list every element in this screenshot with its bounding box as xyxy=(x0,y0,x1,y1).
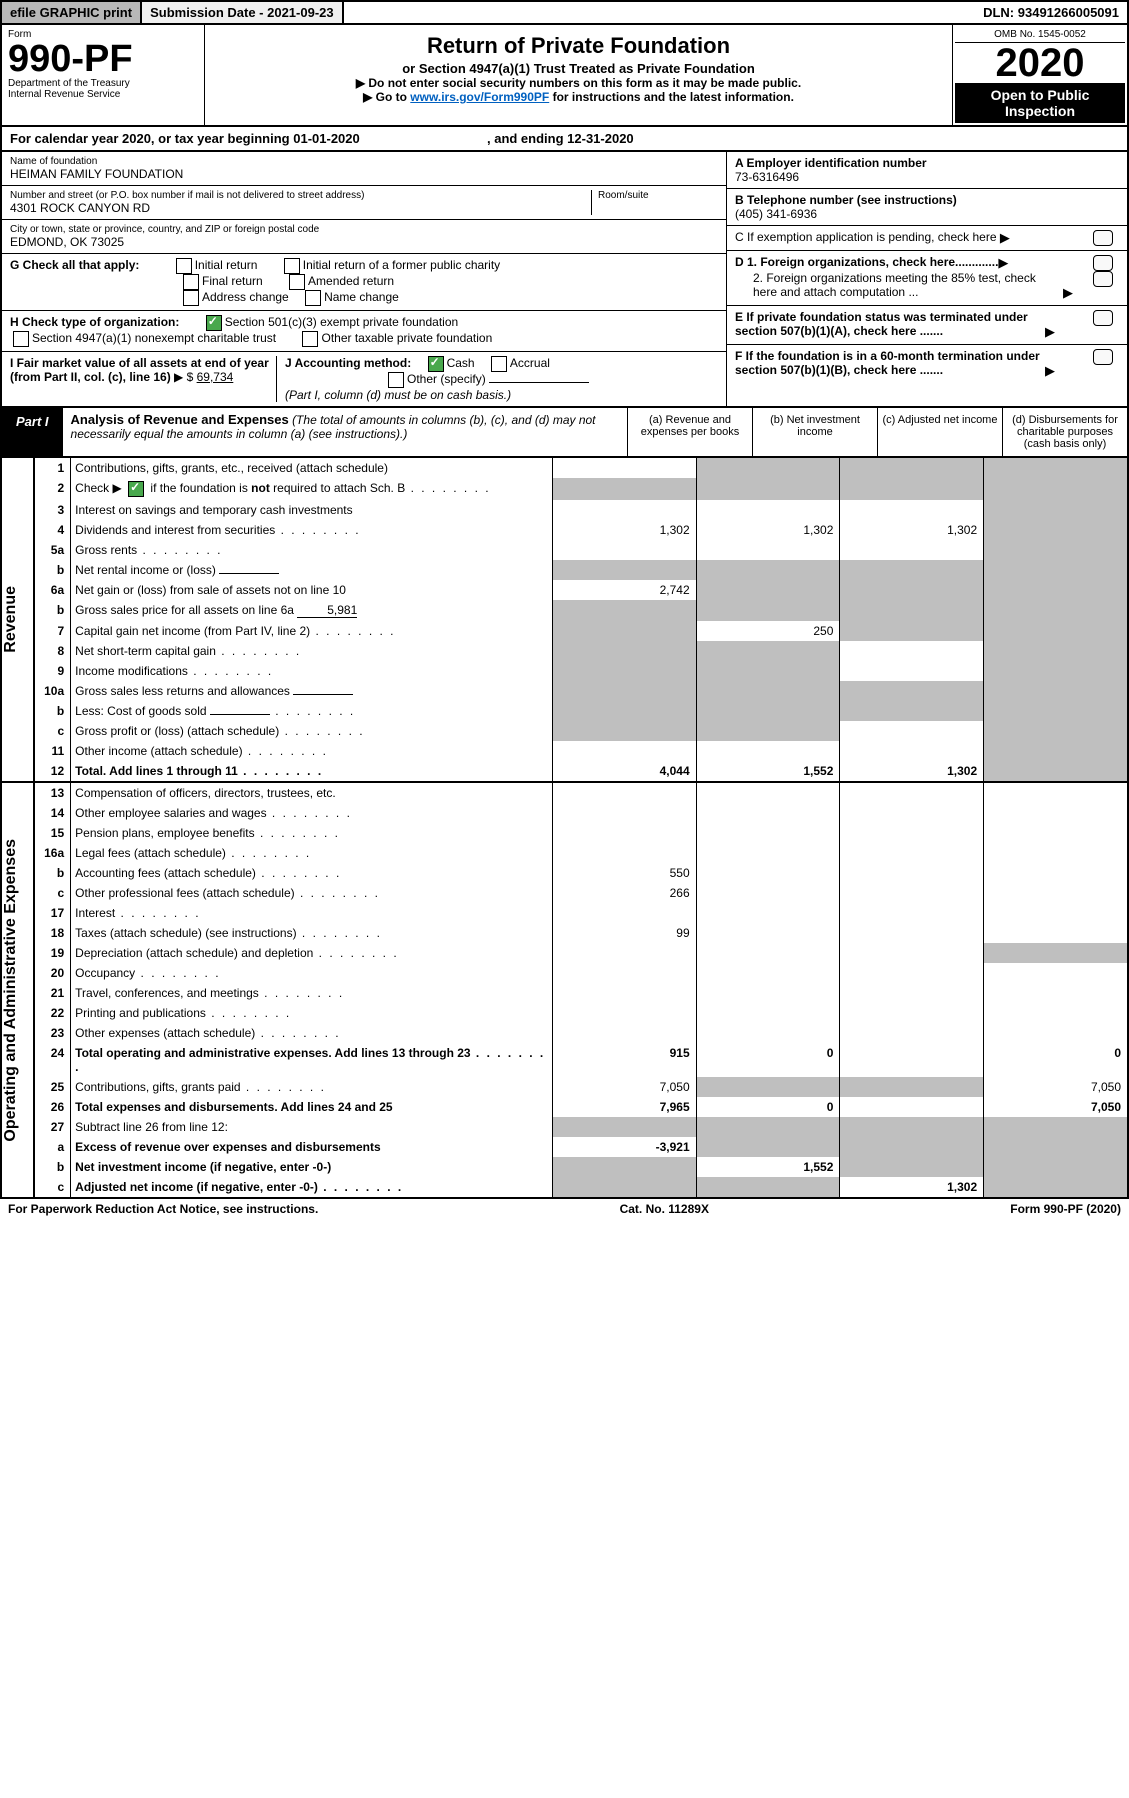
col-a-header: (a) Revenue and expenses per books xyxy=(628,408,752,456)
box-g: G Check all that apply: Initial return I… xyxy=(2,254,726,311)
revenue-table: Revenue1Contributions, gifts, grants, et… xyxy=(0,458,1129,783)
dept: Department of the Treasury xyxy=(8,78,198,89)
part1-header: Part I Analysis of Revenue and Expenses … xyxy=(0,408,1129,458)
note2: ▶ Go to www.irs.gov/Form990PF for instru… xyxy=(211,90,946,104)
cash-checkbox[interactable] xyxy=(428,356,444,372)
form-header: Form 990-PF Department of the Treasury I… xyxy=(0,25,1129,127)
city-label: City or town, state or province, country… xyxy=(10,224,718,235)
col-c-header: (c) Adjusted net income xyxy=(877,408,1002,456)
initial-former-checkbox[interactable] xyxy=(284,258,300,274)
accrual-checkbox[interactable] xyxy=(491,356,507,372)
e-checkbox[interactable] xyxy=(1093,310,1113,326)
subtitle: or Section 4947(a)(1) Trust Treated as P… xyxy=(211,61,946,76)
other-taxable-checkbox[interactable] xyxy=(302,331,318,347)
title: Return of Private Foundation xyxy=(211,33,946,59)
telephone: (405) 341-6936 xyxy=(735,207,1119,221)
dln: DLN: 93491266005091 xyxy=(975,2,1127,23)
box-e: E If private foundation status was termi… xyxy=(735,310,1028,338)
fmv-value: 69,734 xyxy=(197,370,234,384)
expenses-table: Operating and Administrative Expenses13C… xyxy=(0,783,1129,1199)
form-number: 990-PF xyxy=(8,40,198,78)
instructions-link[interactable]: www.irs.gov/Form990PF xyxy=(410,90,549,104)
address-change-checkbox[interactable] xyxy=(183,290,199,306)
final-return-checkbox[interactable] xyxy=(183,274,199,290)
name-change-checkbox[interactable] xyxy=(305,290,321,306)
501c3-checkbox[interactable] xyxy=(206,315,222,331)
foundation-name: HEIMAN FAMILY FOUNDATION xyxy=(10,167,718,181)
initial-return-checkbox[interactable] xyxy=(176,258,192,274)
box-d2: 2. Foreign organizations meeting the 85%… xyxy=(735,271,1063,299)
c-checkbox[interactable] xyxy=(1093,230,1113,246)
submission-date: Submission Date - 2021-09-23 xyxy=(142,2,344,23)
box-f: F If the foundation is in a 60-month ter… xyxy=(735,349,1040,377)
note1: ▶ Do not enter social security numbers o… xyxy=(211,76,946,90)
4947-checkbox[interactable] xyxy=(13,331,29,347)
box-c: C If exemption application is pending, c… xyxy=(735,230,997,244)
city-state-zip: EDMOND, OK 73025 xyxy=(10,235,718,249)
box-h: H Check type of organization: Section 50… xyxy=(2,311,726,352)
col-b-header: (b) Net investment income xyxy=(752,408,877,456)
other-method-checkbox[interactable] xyxy=(388,372,404,388)
name-label: Name of foundation xyxy=(10,156,718,167)
footer: For Paperwork Reduction Act Notice, see … xyxy=(0,1199,1129,1219)
ein: 73-6316496 xyxy=(735,170,1119,184)
box-j: J Accounting method: Cash Accrual Other … xyxy=(277,356,718,402)
tel-label: B Telephone number (see instructions) xyxy=(735,193,957,207)
open-inspection: Open to Public Inspection xyxy=(955,83,1125,123)
box-i: I Fair market value of all assets at end… xyxy=(10,356,277,402)
room-label: Room/suite xyxy=(598,190,718,201)
tax-year: 2020 xyxy=(955,43,1125,83)
info-grid: Name of foundationHEIMAN FAMILY FOUNDATI… xyxy=(0,152,1129,408)
irs: Internal Revenue Service xyxy=(8,89,198,100)
top-bar: efile GRAPHIC print Submission Date - 20… xyxy=(0,0,1129,25)
f-checkbox[interactable] xyxy=(1093,349,1113,365)
box-d1: D 1. Foreign organizations, check here..… xyxy=(735,255,998,269)
col-d-header: (d) Disbursements for charitable purpose… xyxy=(1002,408,1127,456)
d2-checkbox[interactable] xyxy=(1093,271,1113,287)
ein-label: A Employer identification number xyxy=(735,156,927,170)
street-address: 4301 ROCK CANYON RD xyxy=(10,201,591,215)
amended-return-checkbox[interactable] xyxy=(289,274,305,290)
calendar-year-row: For calendar year 2020, or tax year begi… xyxy=(0,127,1129,152)
part-tag: Part I xyxy=(2,408,63,456)
addr-label: Number and street (or P.O. box number if… xyxy=(10,190,591,201)
efile-tag: efile GRAPHIC print xyxy=(2,2,142,23)
d1-checkbox[interactable] xyxy=(1093,255,1113,271)
